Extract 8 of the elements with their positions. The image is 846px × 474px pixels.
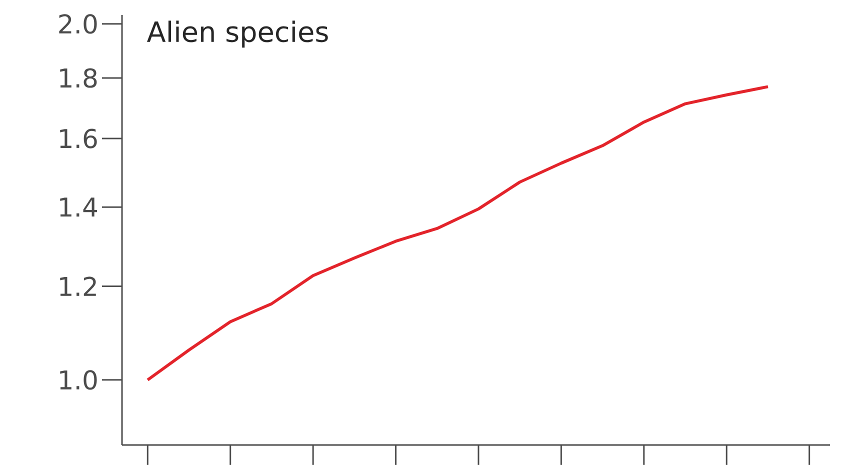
y-tick-label: 1.8 — [60, 68, 97, 88]
y-tick-label: 1.4 — [60, 198, 98, 217]
y-tick-label: 2.0 — [59, 14, 97, 34]
y-tick-label: 1.0 — [60, 370, 97, 390]
y-tick-label: 1.6 — [60, 128, 97, 148]
line-series — [146, 85, 770, 382]
chart-title: Alien species — [146, 20, 328, 48]
y-tick-label: 1.2 — [60, 276, 96, 296]
